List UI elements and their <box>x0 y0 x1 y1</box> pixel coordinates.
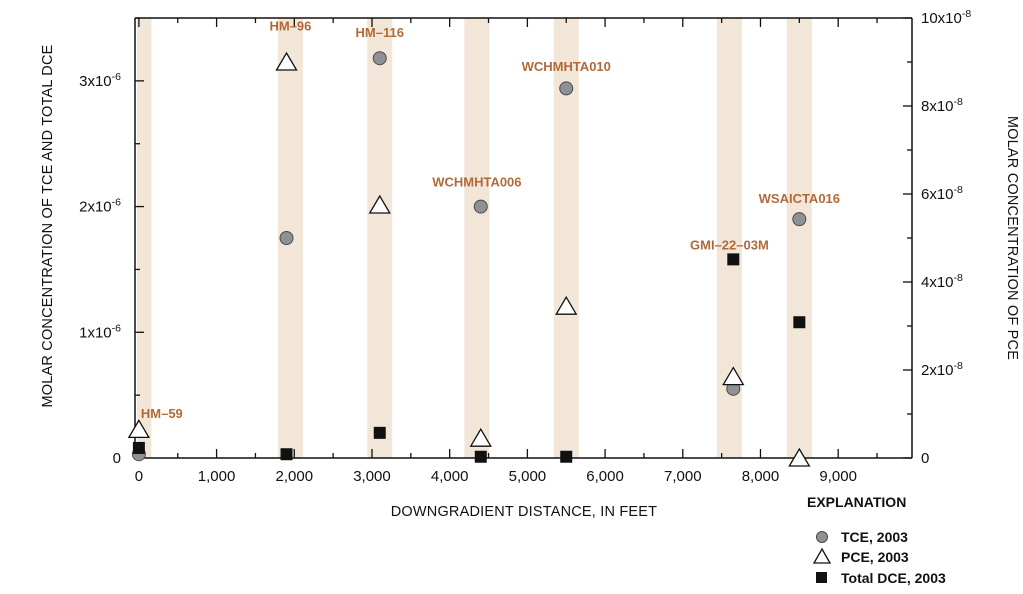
left-tick-label: 0 <box>113 450 121 467</box>
well-label-wchmhta010: WCHMHTA010 <box>522 59 611 74</box>
pce-point <box>469 427 492 447</box>
right-axis-title: MOLAR CONCENTRATION OF PCE <box>1004 116 1020 360</box>
well-label-hm-116: HM–116 <box>356 25 404 40</box>
pce-point <box>275 51 298 71</box>
tce-point <box>473 199 488 214</box>
well-label-gmi-22-03m: GMI–22–03M <box>690 237 769 252</box>
left-tick-label: 1x10-6 <box>79 322 121 341</box>
well-band-wsaicta016 <box>786 18 812 458</box>
x-tick-label: 7,000 <box>664 468 702 485</box>
dce-point <box>727 253 740 266</box>
tce-point <box>279 231 294 245</box>
well-label-hm-96: HM–96 <box>269 19 311 34</box>
right-tick-label: 4x10-8 <box>921 272 963 291</box>
dce-point <box>132 441 145 454</box>
legend-square-icon <box>816 572 827 583</box>
dce-point <box>474 450 487 463</box>
legend-circle-icon <box>816 531 828 543</box>
x-tick-label: 8,000 <box>742 468 780 485</box>
dce-point <box>280 448 293 461</box>
legend-label-tce: TCE, 2003 <box>841 529 908 545</box>
well-labels: HM–59 HM–96 HM–116 WCHMHTA006 WCHMHTA010 GMI–… <box>141 19 840 421</box>
x-axis-ticks: 0 1,000 2,000 3,000 4,000 5,000 6,000 7,000 8,00… <box>135 18 878 485</box>
left-axis-ticks: 0 1x10-6 2x10-6 3x10-6 <box>79 17 144 467</box>
right-tick-label: 2x10-8 <box>921 360 963 379</box>
legend-triangle-icon <box>812 547 832 564</box>
right-tick-label: 0 <box>921 450 929 467</box>
legend-title: EXPLANATION <box>807 494 906 510</box>
left-axis-title: MOLAR CONCENTRATION OF TCE AND TOTAL DCE <box>40 44 56 407</box>
x-tick-label: 1,000 <box>198 468 236 485</box>
well-band-hm-116 <box>367 18 393 458</box>
pce-point <box>368 194 391 214</box>
x-tick-label: 5,000 <box>509 468 547 485</box>
well-label-hm-59: HM–59 <box>141 406 183 421</box>
well-band-wchmhta006 <box>464 18 490 458</box>
left-tick-label: 3x10-6 <box>79 71 121 90</box>
legend-item-pce: PCE, 2003 <box>812 547 909 565</box>
tce-point <box>559 81 574 96</box>
right-axis-ticks: 0 2x10-8 4x10-8 6x10-8 8x10-8 10x10-8 <box>903 8 971 467</box>
well-label-wsaicta016: WSAICTA016 <box>759 191 840 206</box>
right-tick-label: 6x10-8 <box>921 184 963 203</box>
well-label-wchmhta006: WCHMHTA006 <box>432 174 521 189</box>
dce-point <box>793 316 806 329</box>
legend-label-pce: PCE, 2003 <box>841 549 909 565</box>
x-tick-label: 3,000 <box>353 468 391 485</box>
tce-point <box>372 51 387 66</box>
left-tick-label: 2x10-6 <box>79 197 121 216</box>
tce-point <box>792 212 807 227</box>
legend-label-dce: Total DCE, 2003 <box>841 570 946 586</box>
pce-point <box>127 419 151 439</box>
pce-point <box>555 295 578 315</box>
data-points <box>127 51 811 467</box>
well-band-hm-59 <box>137 18 152 458</box>
x-tick-label: 9,000 <box>819 468 857 485</box>
pce-point <box>722 366 745 386</box>
x-tick-label: 4,000 <box>431 468 469 485</box>
legend-item-dce: Total DCE, 2003 <box>816 570 946 586</box>
x-tick-label: 6,000 <box>586 468 624 485</box>
x-axis-title: DOWNGRADIENT DISTANCE, IN FEET <box>391 504 657 520</box>
legend-item-tce: TCE, 2003 <box>816 529 908 545</box>
right-tick-label: 10x10-8 <box>921 8 971 27</box>
pce-point <box>788 447 811 467</box>
dce-point <box>373 426 386 439</box>
x-tick-label: 0 <box>135 468 143 485</box>
legend: EXPLANATION TCE, 2003 PCE, 2003 Total DC… <box>807 494 946 586</box>
right-tick-label: 8x10-8 <box>921 96 963 115</box>
dce-point <box>560 450 573 463</box>
x-tick-label: 2,000 <box>276 468 314 485</box>
